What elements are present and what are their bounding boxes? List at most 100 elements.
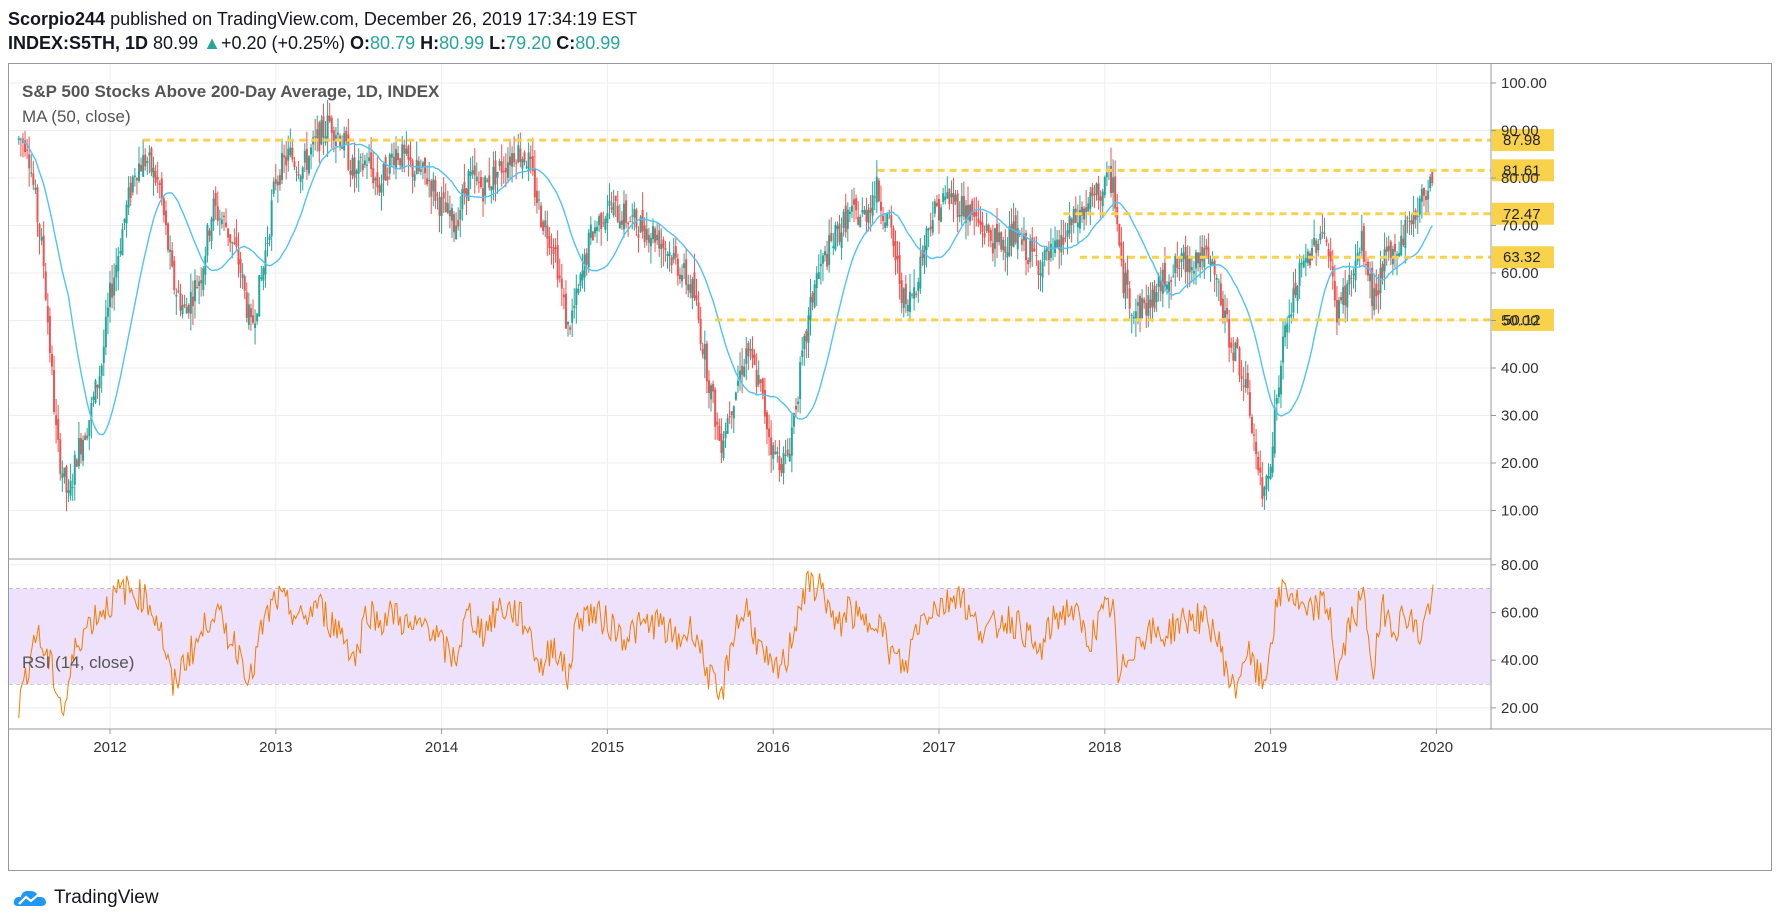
candle-body (490, 186, 493, 191)
candle-body (1043, 250, 1046, 261)
candle-body (649, 237, 652, 247)
candle-body (158, 182, 161, 186)
ma-50-line (18, 137, 1433, 436)
candle-body (693, 272, 696, 299)
candle-body (598, 216, 601, 226)
candle-body (736, 380, 739, 386)
candle-body (1000, 232, 1003, 250)
candle-body (1207, 247, 1210, 259)
candle-body (160, 178, 163, 200)
candle-body (463, 181, 466, 194)
candle-body (67, 490, 70, 494)
candle-body (154, 170, 157, 183)
time-tick-label: 2015 (591, 739, 624, 756)
candle-body (707, 380, 710, 394)
candle-body (1400, 235, 1403, 256)
candle-body (774, 451, 777, 454)
candle-body (1429, 176, 1432, 189)
candle-body (946, 192, 949, 199)
candle-body (98, 376, 101, 389)
candle-body (1091, 187, 1094, 197)
candle-body (504, 167, 507, 173)
chart-frame[interactable] (8, 63, 1772, 871)
candle-body (30, 172, 33, 174)
candle-body (401, 144, 404, 169)
level-price-label: 81.61 (1503, 162, 1541, 179)
candle-body (840, 232, 843, 248)
level-price-badge (1492, 202, 1554, 225)
candle-body (508, 156, 511, 166)
candle-body (749, 349, 752, 351)
candle-body (1110, 165, 1113, 193)
candle-body (235, 236, 238, 247)
candle-body (1178, 267, 1181, 269)
candle-body (444, 202, 447, 213)
candle-body (991, 243, 994, 254)
candle-body (710, 385, 713, 400)
candle-body (1081, 206, 1084, 216)
candle-body (1083, 208, 1086, 220)
tradingview-logo[interactable]: TradingView (12, 884, 159, 912)
candle-body (523, 152, 526, 163)
candle-body (258, 275, 261, 317)
candle-body (84, 435, 87, 441)
candle-body (1149, 299, 1152, 309)
symbol-label: INDEX:S5TH, 1D (8, 33, 149, 53)
candle-body (301, 167, 304, 179)
candle-body (616, 205, 619, 222)
candle-body (405, 148, 408, 154)
candle-body (1136, 302, 1139, 306)
candle-body (1201, 246, 1204, 262)
candle-body (1035, 255, 1038, 257)
candle-body (494, 160, 497, 185)
candle-body (1066, 230, 1069, 237)
candle-body (484, 176, 487, 196)
price-change: +0.20 (+0.25%) (220, 33, 346, 53)
candle-body (1070, 218, 1073, 226)
candle-body (807, 315, 810, 344)
candle-body (245, 292, 248, 318)
candle-body (1153, 285, 1156, 309)
candle-body (813, 284, 816, 308)
candle-body (1381, 263, 1384, 279)
low-label: L: (489, 33, 507, 53)
candle-body (256, 313, 259, 322)
candle-body (527, 152, 530, 172)
candle-body (388, 154, 391, 174)
level-price-badge (1492, 159, 1554, 182)
candle-body (247, 304, 250, 325)
candle-body (102, 346, 105, 364)
candle-body (75, 459, 78, 467)
candle-body (1238, 347, 1241, 376)
candle-body (498, 161, 501, 167)
candle-body (1284, 325, 1287, 338)
candle-body (469, 171, 472, 176)
candle-body (428, 180, 431, 182)
candle-body (1143, 299, 1146, 304)
author-name[interactable]: Scorpio244 (8, 9, 106, 29)
candle-body (133, 175, 136, 177)
candle-body (691, 279, 694, 298)
candle-body (670, 257, 673, 266)
candle-body (177, 290, 180, 293)
candle-body (378, 185, 381, 193)
candle-body (1078, 209, 1081, 229)
candle-body (144, 154, 147, 167)
candle-body (869, 207, 872, 213)
candle-body (1124, 272, 1127, 299)
open-label: O: (350, 33, 371, 53)
candle-body (548, 236, 551, 248)
ma-indicator-label: MA (50, close) (22, 107, 131, 126)
candle-body (728, 416, 731, 418)
candle-body (821, 255, 824, 264)
candle-body (863, 210, 866, 215)
candle-body (1286, 323, 1289, 333)
candle-body (229, 234, 232, 243)
candle-body (1174, 256, 1177, 274)
candle-body (94, 380, 97, 403)
candle-body (73, 454, 76, 485)
candle-body (355, 170, 358, 174)
candle-body (1089, 192, 1092, 209)
candle-body (755, 369, 758, 387)
